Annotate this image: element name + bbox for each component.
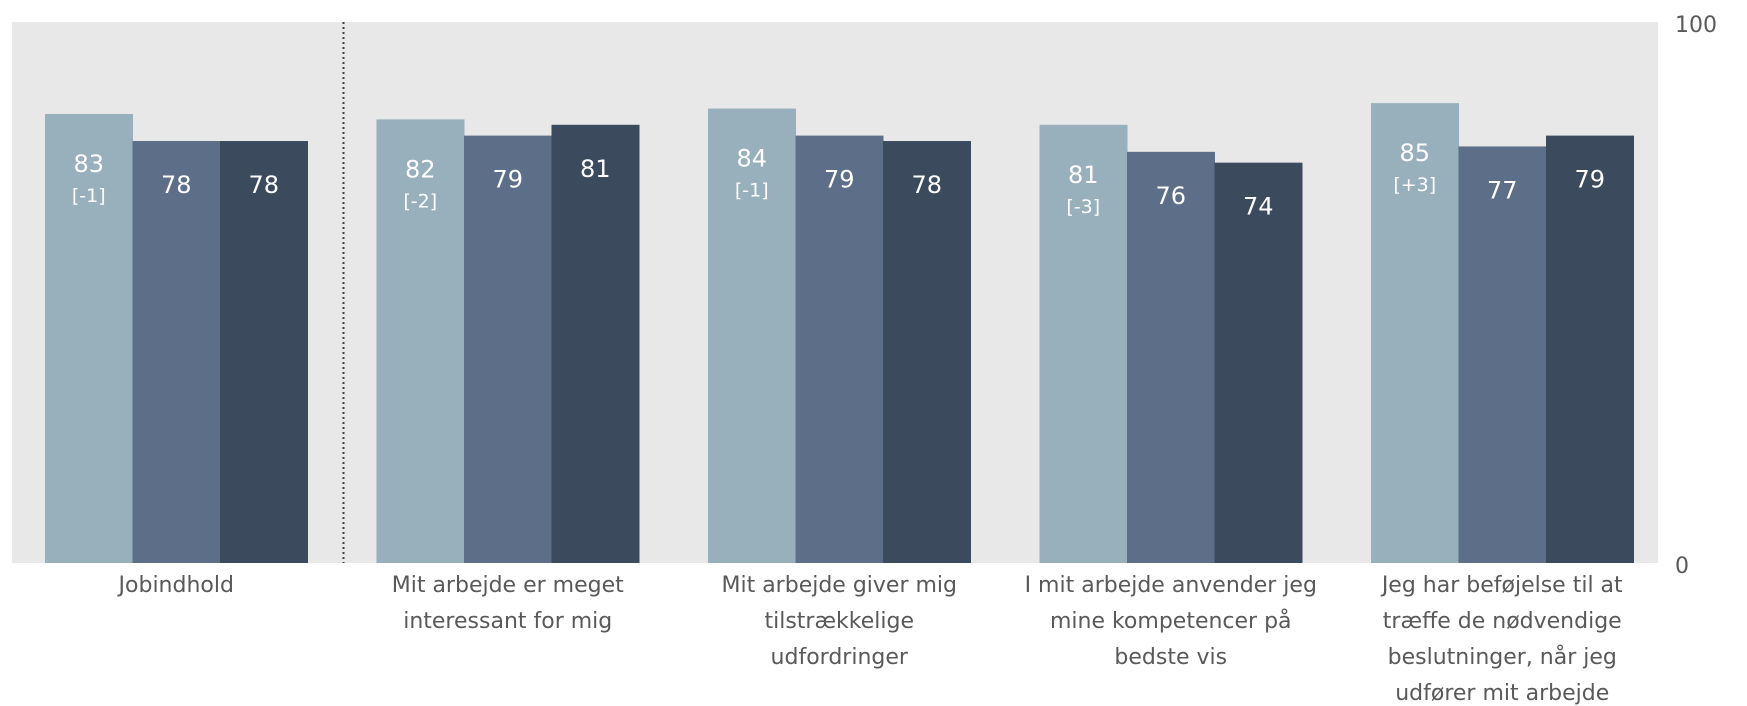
category-label: I mit arbejde anvender jeg: [1025, 573, 1317, 598]
category-label: Mit arbejde er meget: [392, 573, 624, 598]
category-label: interessant for mig: [403, 609, 612, 634]
data-label: 79: [492, 166, 523, 194]
data-label: 79: [1574, 166, 1605, 194]
bar-g5-s1: [1371, 103, 1459, 564]
data-label: 78: [248, 171, 279, 199]
bar-g3-s2: [795, 135, 884, 564]
labels-layer: 83 [-1] 78 78 Jobindhold 82 [-2] 79 81 Mit arbejd…: [72, 139, 1623, 706]
data-label: 81: [1068, 161, 1099, 189]
bar-g3-s3: [883, 141, 971, 563]
bar-g4-s2: [1127, 151, 1215, 563]
category-label: udfører mit arbejde: [1395, 681, 1609, 706]
y-tick-label-min: 0: [1675, 554, 1689, 579]
bar-g2-s2: [464, 135, 552, 564]
change-label: [-2]: [403, 190, 437, 212]
data-label: 81: [580, 155, 611, 183]
data-label: 74: [1243, 193, 1274, 221]
bar-g2-s1: [376, 119, 465, 563]
bar-g4-s1: [1039, 124, 1128, 563]
category-label: mine kompetencer på: [1050, 608, 1292, 634]
bar-g1-s1: [45, 113, 133, 563]
change-label: [-1]: [72, 185, 106, 207]
category-label: tilstrækkelige: [764, 609, 914, 634]
change-label: [-1]: [735, 180, 769, 202]
bar-g2-s3: [551, 124, 640, 563]
bars-layer: [45, 103, 1634, 564]
category-label: træffe de nødvendige: [1383, 609, 1622, 634]
category-label: bedste vis: [1114, 645, 1227, 670]
data-label: 78: [911, 171, 942, 199]
data-label: 82: [405, 155, 436, 183]
change-label: [+3]: [1393, 174, 1436, 196]
data-label: 77: [1487, 176, 1518, 204]
bar-g4-s3: [1214, 162, 1303, 563]
change-label: [-3]: [1066, 196, 1100, 218]
category-label: udfordringer: [771, 645, 909, 670]
bar-g5-s2: [1458, 146, 1547, 563]
bar-g1-s3: [220, 141, 308, 563]
bar-g3-s1: [708, 108, 796, 563]
data-label: 76: [1155, 182, 1186, 210]
data-label: 85: [1399, 139, 1430, 167]
data-label: 78: [161, 171, 192, 199]
y-tick-label-max: 100: [1675, 13, 1717, 38]
bar-g5-s3: [1546, 135, 1634, 564]
category-label: Jeg har beføjelse til at: [1380, 573, 1623, 598]
data-label: 84: [736, 145, 767, 173]
category-label: Jobindhold: [117, 573, 234, 598]
bar-g1-s2: [132, 141, 221, 563]
category-label: beslutninger, når jeg: [1388, 644, 1617, 670]
data-label: 83: [73, 150, 104, 178]
category-label: Mit arbejde giver mig: [721, 573, 957, 598]
data-label: 79: [824, 166, 855, 194]
